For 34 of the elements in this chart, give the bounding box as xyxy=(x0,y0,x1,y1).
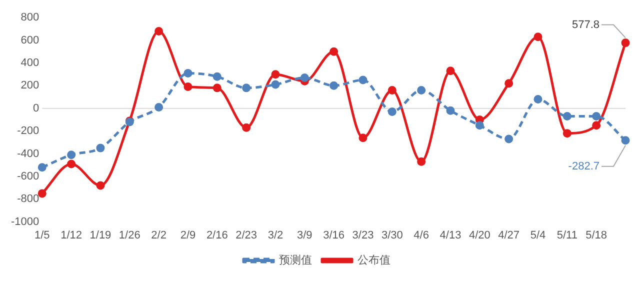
x-tick-label: 5/4 xyxy=(530,229,546,242)
x-tick-label: 4/13 xyxy=(440,229,462,242)
x-tick-label: 1/5 xyxy=(34,229,50,242)
legend-label: 公布值 xyxy=(358,253,390,266)
y-tick-label: 800 xyxy=(20,12,40,24)
x-tick-label: 2/23 xyxy=(236,229,258,242)
y-tick-label: 0 xyxy=(33,102,40,114)
legend-label: 预测值 xyxy=(279,253,312,266)
x-tick-label: 2/9 xyxy=(180,229,196,242)
data-label: 577.8 xyxy=(572,18,600,31)
y-tick-label: 400 xyxy=(20,57,40,70)
x-tick-label: 3/9 xyxy=(297,229,312,242)
y-tick-label: -400 xyxy=(17,148,40,160)
x-tick-label: 4/27 xyxy=(498,229,520,242)
y-tick-label: -1000 xyxy=(10,216,40,228)
x-tick-label: 5/11 xyxy=(556,229,578,242)
x-tick-label: 2/16 xyxy=(206,229,228,242)
x-tick-label: 1/26 xyxy=(118,229,140,242)
x-tick-label: 1/19 xyxy=(90,229,112,242)
y-tick-label: 600 xyxy=(20,34,40,46)
x-tick-label: 5/18 xyxy=(586,229,608,242)
x-tick-label: 4/6 xyxy=(414,229,429,242)
x-tick-label: 3/30 xyxy=(381,229,403,242)
y-tick-label: -800 xyxy=(17,193,40,206)
x-tick-label: 4/20 xyxy=(468,229,490,242)
x-tick-label: 3/23 xyxy=(352,229,374,242)
x-tick-label: 3/2 xyxy=(268,229,284,242)
x-tick-label: 1/12 xyxy=(60,229,82,242)
y-tick-label: -200 xyxy=(17,125,40,138)
x-tick-label: 2/2 xyxy=(151,229,166,242)
y-tick-label: 200 xyxy=(20,80,40,92)
y-tick-label: -600 xyxy=(17,170,40,182)
data-label: -282.7 xyxy=(568,160,600,172)
x-tick-label: 3/16 xyxy=(323,229,345,242)
